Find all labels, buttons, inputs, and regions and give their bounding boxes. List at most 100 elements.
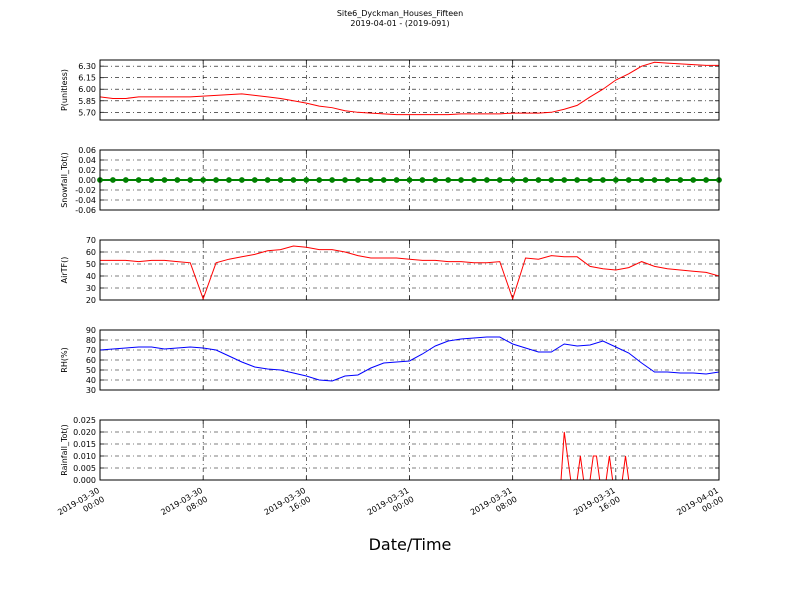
data-point <box>690 177 697 183</box>
y-tick-label: 50 <box>86 260 96 269</box>
y-tick-label: 0.005 <box>73 464 96 473</box>
plot-frame <box>99 329 720 391</box>
data-point <box>174 177 181 183</box>
y-axis-label: Rainfall_Tot() <box>60 424 69 476</box>
y-axis-label: Snowfall_Tot() <box>60 152 69 208</box>
x-tick-label: 2019-03-3016:00 <box>263 486 313 526</box>
y-tick-label: 0.000 <box>73 476 96 485</box>
data-point <box>548 177 555 183</box>
data-point <box>109 177 116 183</box>
y-tick-label: 5.85 <box>78 97 96 106</box>
y-tick-label: 40 <box>86 272 96 281</box>
chart-subtitle: 2019-04-01 - (2019-091) <box>350 19 449 28</box>
y-tick-label: 0.04 <box>78 156 96 165</box>
y-tick-label: 60 <box>86 356 96 365</box>
data-point <box>122 177 129 183</box>
plot-frame <box>99 149 720 211</box>
y-tick-label: 60 <box>86 248 96 257</box>
data-point <box>703 177 710 183</box>
data-point <box>277 177 284 183</box>
y-tick-label: 0.010 <box>73 452 96 461</box>
data-point <box>251 177 258 183</box>
data-point <box>200 177 207 183</box>
data-point <box>367 177 374 183</box>
y-tick-label: 20 <box>86 296 96 305</box>
data-line <box>100 245 720 301</box>
x-tick-label: 2019-03-3000:00 <box>56 486 106 526</box>
data-point <box>432 177 439 183</box>
data-point <box>148 177 155 183</box>
data-point <box>161 177 168 183</box>
data-point <box>471 177 477 183</box>
data-point <box>264 177 271 183</box>
data-point <box>316 177 323 183</box>
data-point <box>496 177 503 183</box>
y-axis-label: P(unitless) <box>60 69 69 111</box>
data-point <box>419 177 426 183</box>
data-point <box>664 177 671 183</box>
y-tick-label: 70 <box>86 236 96 245</box>
y-tick-label: 70 <box>86 346 96 355</box>
y-tick-label: 30 <box>86 284 96 293</box>
data-point <box>445 177 452 183</box>
data-point <box>509 177 516 183</box>
data-point <box>587 177 593 183</box>
data-point <box>561 177 568 183</box>
x-tick-label: 2019-03-3008:00 <box>159 486 209 526</box>
x-tick-label: 2019-03-3116:00 <box>572 486 622 526</box>
y-axis-label: RH(%) <box>60 347 69 372</box>
y-tick-label: 0.06 <box>78 146 96 155</box>
x-tick-label: 2019-04-0100:00 <box>675 486 725 526</box>
chart-title: Site6_Dyckman_Houses_Fifteen <box>337 9 463 18</box>
data-point <box>483 177 490 183</box>
y-tick-label: 6.30 <box>78 62 96 71</box>
data-point <box>213 177 219 183</box>
data-point <box>342 177 348 183</box>
data-point <box>303 177 310 183</box>
data-point <box>355 177 361 183</box>
data-point <box>135 177 142 183</box>
x-axis-label: Date/Time <box>369 535 452 554</box>
y-tick-label: 90 <box>86 326 96 335</box>
y-tick-label: 6.00 <box>78 85 96 94</box>
plot-frame <box>99 59 720 121</box>
data-point <box>638 177 645 183</box>
y-tick-label: 30 <box>86 386 96 395</box>
data-point <box>625 177 632 183</box>
y-tick-label: 50 <box>86 366 96 375</box>
data-point <box>406 177 413 183</box>
y-tick-label: -0.06 <box>75 206 96 215</box>
plot-frame <box>99 419 720 481</box>
y-tick-label: 0.02 <box>78 166 96 175</box>
x-tick-label: 2019-03-3108:00 <box>469 486 519 526</box>
data-point <box>380 177 387 183</box>
data-point <box>522 177 529 183</box>
data-line <box>99 336 720 382</box>
y-tick-label: 0.020 <box>73 428 96 437</box>
data-line <box>99 61 719 116</box>
data-point <box>226 177 232 183</box>
data-point <box>329 177 336 183</box>
data-point <box>535 177 542 183</box>
y-tick-label: 40 <box>86 376 96 385</box>
y-tick-label: 80 <box>86 336 96 345</box>
data-point <box>458 177 464 183</box>
y-tick-label: -0.02 <box>75 186 96 195</box>
data-point <box>651 177 658 183</box>
data-point <box>600 177 606 183</box>
data-point <box>187 177 194 183</box>
data-point <box>677 177 684 183</box>
data-point <box>393 177 400 183</box>
data-point <box>238 177 245 183</box>
data-point <box>612 177 619 183</box>
data-line <box>100 431 719 481</box>
data-point <box>574 177 581 183</box>
y-tick-label: 0.00 <box>78 176 96 185</box>
y-tick-label: 5.70 <box>78 108 96 117</box>
plot-frame <box>99 239 720 301</box>
x-tick-label: 2019-03-3100:00 <box>366 486 416 526</box>
y-tick-label: 0.025 <box>73 416 96 425</box>
data-point <box>290 177 297 183</box>
y-tick-label: 0.015 <box>73 440 96 449</box>
